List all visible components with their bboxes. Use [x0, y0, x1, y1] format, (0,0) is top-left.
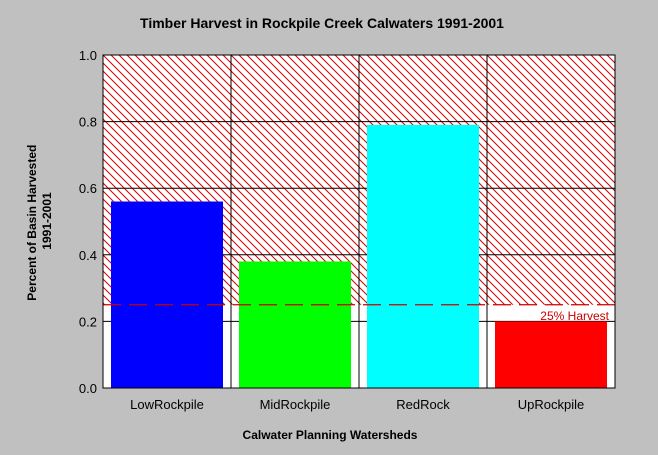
- bar-uprockpile: [495, 321, 607, 388]
- y-tick-label: 0.8: [79, 115, 97, 130]
- chart-title: Timber Harvest in Rockpile Creek Calwate…: [140, 15, 504, 31]
- bar-midrockpile: [239, 261, 351, 388]
- threshold: 25% Harvest: [103, 304, 615, 323]
- bar-redrock: [367, 124, 479, 389]
- y-tick-label: 0.4: [79, 248, 97, 263]
- bar-lowrockpile: [111, 201, 223, 388]
- x-category-label: LowRockpile: [130, 397, 204, 412]
- x-category-label: UpRockpile: [518, 397, 584, 412]
- y-tick-labels: 0.0 0.2 0.4 0.6 0.8 1.0: [79, 48, 97, 396]
- y-tick-label: 1.0: [79, 48, 97, 63]
- x-axis-title: Calwater Planning Watersheds: [243, 428, 418, 442]
- y-tick-label: 0.6: [79, 181, 97, 196]
- x-category-labels: LowRockpile MidRockpile RedRock UpRockpile: [130, 397, 584, 412]
- y-axis-title-line-1: Percent of Basin Harvested: [25, 145, 39, 301]
- x-category-label: MidRockpile: [260, 397, 331, 412]
- threshold-label: 25% Harvest: [540, 309, 609, 323]
- y-axis-title-line-2: 1991-2001: [40, 192, 54, 250]
- bars: [111, 124, 607, 389]
- y-axis-title: Percent of Basin Harvested 1991-2001: [25, 141, 54, 300]
- y-tick-label: 0.2: [79, 314, 97, 329]
- x-category-label: RedRock: [396, 397, 450, 412]
- y-tick-label: 0.0: [79, 381, 97, 396]
- plot-frame: [102, 54, 616, 389]
